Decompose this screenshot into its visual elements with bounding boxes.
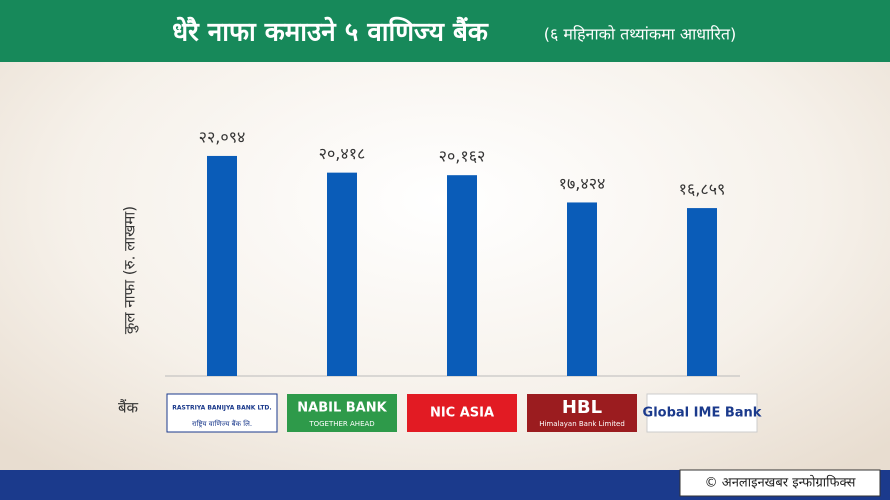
header-bar <box>0 0 890 62</box>
bank-name: HBL <box>562 397 602 418</box>
value-label: १६,८५९ <box>679 180 726 199</box>
bank-logo <box>166 393 278 433</box>
value-label: २०,१६२ <box>439 147 486 166</box>
bank-name: NIC ASIA <box>430 406 494 421</box>
bank-tagline: राष्ट्रिय वाणिज्य बैंक लि. <box>192 419 252 428</box>
credit: © अनलाइनखबर इन्फोग्राफिक्स <box>705 475 856 491</box>
bank-name: Global IME Bank <box>643 406 762 421</box>
bank-logo <box>646 393 758 433</box>
value-label: २०,४१८ <box>319 144 366 163</box>
x-axis-label: बैंक <box>118 399 139 417</box>
bank-name: NABIL BANK <box>297 401 387 416</box>
bar <box>327 172 357 376</box>
value-label: २२,०९४ <box>199 127 246 146</box>
bar <box>687 208 717 376</box>
bank-tagline: Himalayan Bank Limited <box>539 420 625 428</box>
bank-tagline: TOGETHER AHEAD <box>308 420 374 428</box>
credit-box <box>679 469 881 497</box>
chart-subtitle: (६ महिनाको तथ्यांकमा आधारित) <box>544 25 737 44</box>
value-label: १७,४२४ <box>559 174 606 193</box>
bar <box>207 155 237 376</box>
bank-logo <box>527 394 637 432</box>
bar <box>447 175 477 376</box>
bank-name: RASTRIYA BANIJYA BANK LTD. <box>172 405 271 412</box>
bar <box>567 202 597 376</box>
bank-logo <box>287 394 397 432</box>
chart-title: धेरै नाफा कमाउने ५ वाणिज्य बैंक <box>172 17 489 48</box>
bank-logo <box>407 394 517 432</box>
y-axis-label: कुल नाफा (रु. लाखमा) <box>121 206 140 334</box>
